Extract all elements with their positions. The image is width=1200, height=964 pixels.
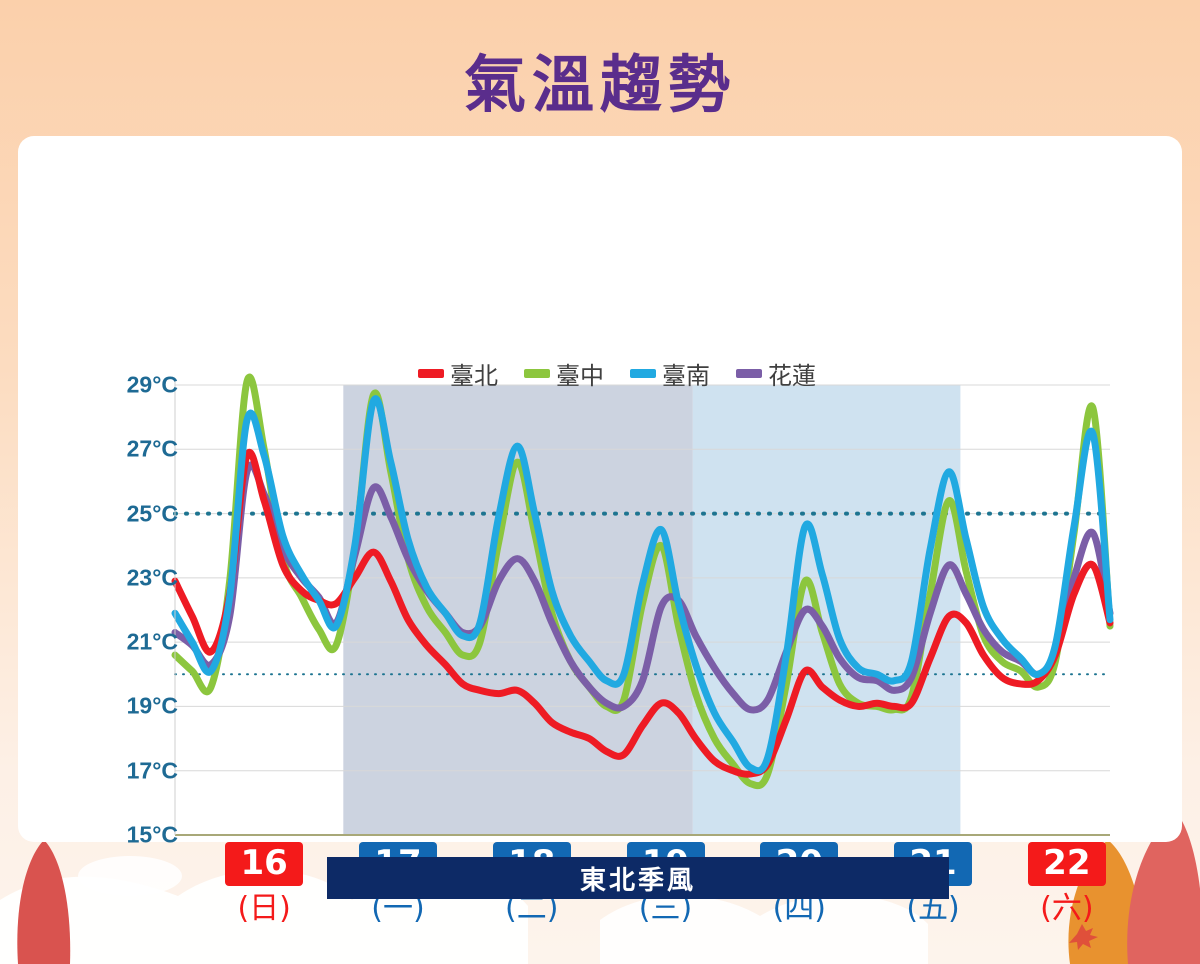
y-axis-labels: 15°C 17°C 19°C 21°C 23°C 25°C 27°C 29°C: [78, 136, 178, 848]
legend-item-臺北[interactable]: 臺北: [418, 356, 498, 391]
y-axis-tick-label: 23°C: [126, 564, 178, 591]
series-line-臺南: [171, 395, 1114, 775]
legend-swatch-icon: [524, 368, 550, 378]
weekday-label: (日): [237, 891, 291, 927]
legend-swatch-icon: [736, 368, 762, 378]
y-axis-tick-label: 29°C: [126, 371, 178, 398]
y-axis-tick-label: 17°C: [126, 757, 178, 784]
date-axis-cell-22: 22 (六): [1012, 842, 1122, 925]
date-number-badge: 16: [225, 842, 304, 887]
legend-swatch-icon: [418, 368, 444, 378]
chart-axis-baseline: [174, 379, 1110, 836]
chart-series: [171, 373, 1114, 790]
y-axis-tick-label: 25°C: [126, 500, 178, 527]
y-axis-tick-label: 27°C: [126, 435, 178, 462]
y-axis-tick-label: 19°C: [126, 692, 178, 719]
legend-label: 臺南: [662, 361, 710, 390]
series-line-臺中: [171, 373, 1114, 790]
legend-item-臺中[interactable]: 臺中: [524, 356, 604, 391]
chart-bands: [343, 385, 961, 835]
legend-swatch-icon: [630, 368, 656, 378]
legend-item-花蓮[interactable]: 花蓮: [736, 356, 816, 391]
monsoon-banner: 東北季風: [327, 857, 949, 899]
weekday-label: (六): [1040, 891, 1094, 927]
legend-label: 臺北: [450, 361, 498, 390]
y-axis-tick-label: 15°C: [126, 821, 178, 848]
date-axis-cell-16: 16 (日): [209, 842, 319, 925]
legend-item-臺南[interactable]: 臺南: [630, 356, 710, 391]
date-number-badge: 22: [1027, 842, 1106, 887]
legend-label: 花蓮: [768, 361, 816, 390]
y-axis-tick-label: 21°C: [126, 628, 178, 655]
legend-label: 臺中: [556, 361, 604, 390]
chart-card: 15°C 17°C 19°C 21°C 23°C 25°C 27°C 29°C 臺北 臺中 臺南 花…: [18, 136, 1182, 848]
chart-legend: 臺北 臺中 臺南 花蓮: [418, 356, 816, 391]
page-title: 氣溫趨勢: [463, 48, 736, 121]
temperature-trend-chart: [171, 373, 1114, 836]
shaded-band-monsoon-2: [692, 385, 961, 835]
